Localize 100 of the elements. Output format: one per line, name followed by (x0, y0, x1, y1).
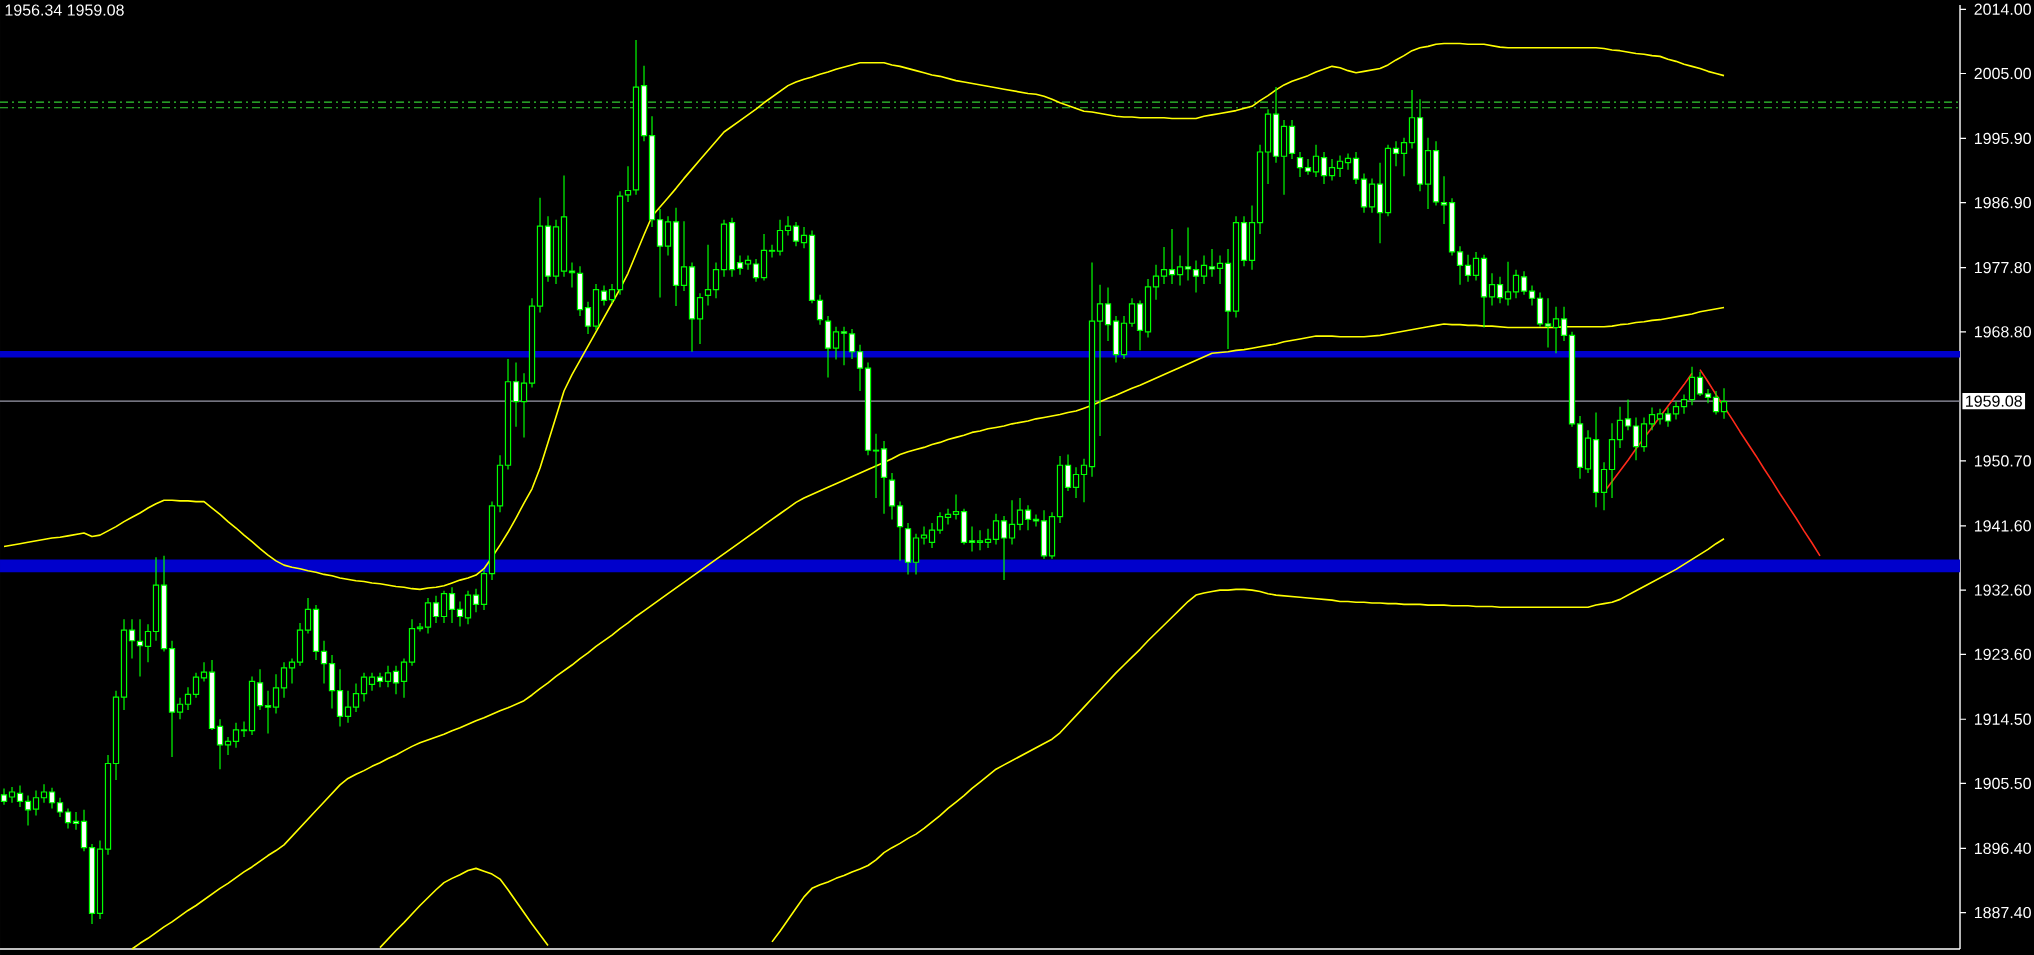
candlestick (792, 221, 800, 247)
candlestick (1680, 393, 1688, 415)
candlestick (1440, 175, 1448, 225)
candlestick (1464, 254, 1472, 283)
candlestick (264, 690, 272, 735)
candlestick (280, 661, 288, 699)
candlestick (1304, 158, 1312, 176)
candlestick (376, 672, 384, 688)
candlestick (968, 525, 976, 553)
candlestick (1512, 269, 1520, 299)
candlestick (352, 682, 360, 713)
y-tick-label: 1941.60 (1974, 520, 2031, 532)
candlestick (216, 718, 224, 770)
candlestick (1128, 297, 1136, 328)
candlestick (1632, 416, 1640, 461)
y-tick-label: 1923.60 (1974, 648, 2031, 660)
candlestick (344, 690, 352, 724)
candlestick (936, 511, 944, 535)
candlestick (752, 258, 760, 283)
candlestick (712, 261, 720, 299)
candlestick (1528, 284, 1536, 306)
candlestick (392, 665, 400, 695)
candlestick (776, 219, 784, 257)
candlestick (1176, 254, 1184, 287)
y-tick-label: 1914.50 (1974, 713, 2031, 725)
candlestick (520, 372, 528, 438)
candlestick (472, 588, 480, 613)
y-tick-label: 2014.00 (1974, 3, 2031, 15)
candlestick (144, 623, 152, 663)
y-tick-label: 1887.40 (1974, 906, 2031, 919)
candlestick (680, 220, 688, 292)
candlestick (1008, 499, 1016, 546)
candlestick (1344, 152, 1352, 171)
candlestick (400, 658, 408, 699)
candlestick (1520, 270, 1528, 296)
candlestick (288, 658, 296, 685)
candlestick (240, 720, 248, 738)
candlestick (1664, 406, 1672, 428)
candlestick (176, 697, 184, 720)
candlestick (920, 525, 928, 546)
candlestick (1328, 158, 1336, 182)
y-tick-label: 1950.70 (1974, 455, 2031, 467)
candlestick (1496, 276, 1504, 304)
ref-line-label: 1959.08 (1966, 395, 2022, 407)
candlestick (1152, 264, 1160, 301)
candlestick (1600, 461, 1608, 511)
candlestick (1184, 227, 1192, 282)
candlestick (1200, 254, 1208, 285)
candlestick (0, 787, 8, 806)
candlestick (136, 618, 144, 678)
candlestick (1688, 366, 1696, 406)
candlestick (928, 522, 936, 549)
candlestick (272, 673, 280, 715)
candlestick (48, 787, 56, 810)
candlestick (1656, 408, 1664, 426)
candlestick (72, 811, 80, 831)
candlestick (456, 600, 464, 628)
candlestick (1320, 151, 1328, 185)
candlestick (1704, 388, 1712, 404)
candlestick (744, 254, 752, 271)
candlestick (1160, 246, 1168, 285)
candlestick (952, 493, 960, 521)
candlestick (1368, 177, 1376, 214)
candlestick (464, 590, 472, 625)
annotation: 1956.34 1959.08 (5, 4, 124, 16)
candlestick (1000, 515, 1008, 581)
candlestick (512, 361, 520, 428)
candlestick (976, 529, 984, 551)
candlestick (1072, 466, 1080, 499)
candlestick (872, 433, 880, 499)
candlestick (608, 283, 616, 304)
candlestick (568, 261, 576, 289)
candlestick (128, 618, 136, 660)
candlestick (736, 254, 744, 276)
candlestick (1208, 248, 1216, 278)
candlestick (200, 661, 208, 683)
candlestick (1168, 228, 1176, 285)
candlestick (224, 736, 232, 756)
candlestick (192, 672, 200, 699)
candlestick (1544, 297, 1552, 349)
candlestick (1216, 254, 1224, 285)
candlestick (984, 528, 992, 549)
candlestick (1400, 137, 1408, 177)
candlestick (584, 301, 592, 335)
candlestick (1336, 154, 1344, 178)
candlestick (1488, 272, 1496, 306)
candlestick (40, 783, 48, 804)
candlestick (1024, 504, 1032, 531)
candlestick (1552, 306, 1560, 354)
candlestick (1192, 259, 1200, 294)
candlestick (1712, 390, 1720, 416)
candlestick (320, 640, 328, 685)
candlestick (16, 785, 24, 808)
y-tick-label: 1995.90 (1974, 132, 2031, 145)
candlestick (832, 326, 840, 361)
y-tick-label: 2005.00 (1974, 67, 2031, 80)
candlestick (1080, 458, 1088, 503)
candlestick (848, 328, 856, 360)
candlestick (1032, 513, 1040, 528)
candlestick (1648, 406, 1656, 431)
